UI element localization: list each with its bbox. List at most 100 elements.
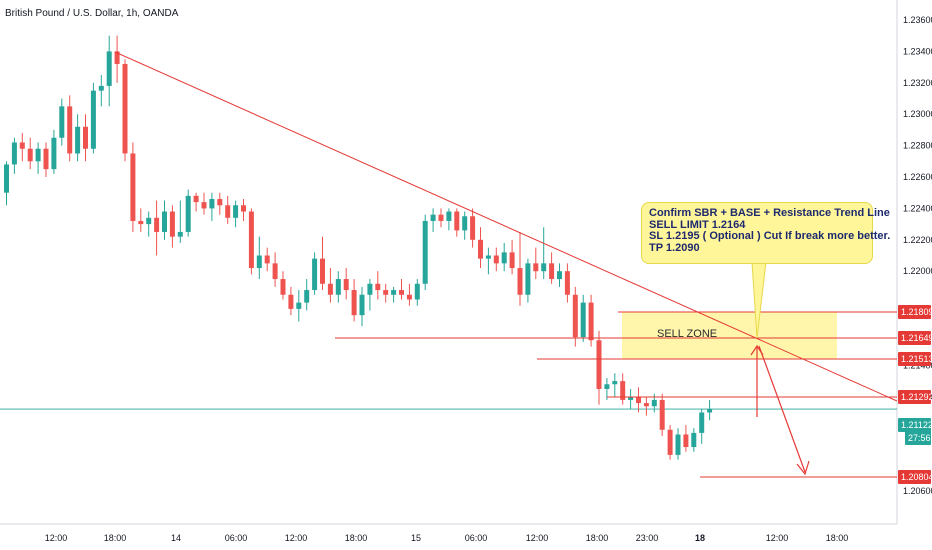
candle-body — [122, 63, 128, 154]
note-line-4: TP 1.2090 — [649, 241, 700, 254]
candle-body — [280, 279, 286, 295]
candle — [501, 242, 507, 272]
candle — [533, 247, 539, 280]
candle — [304, 279, 310, 311]
x-tick-label: 18:00 — [826, 533, 849, 543]
candle-body — [185, 195, 191, 232]
candle — [675, 428, 681, 460]
candle — [19, 133, 25, 162]
candle-body — [438, 214, 444, 221]
candle — [225, 195, 231, 225]
y-tick-label: 1.23000 — [903, 109, 932, 119]
candle — [509, 239, 515, 275]
candle — [470, 208, 476, 248]
candle — [75, 114, 81, 162]
candle — [35, 142, 41, 174]
candle-body — [351, 290, 357, 316]
candle-body — [430, 214, 436, 221]
candle-body — [233, 205, 239, 218]
svg-text:1.21292: 1.21292 — [901, 392, 932, 402]
x-tick-label: 12:00 — [526, 533, 549, 543]
x-tick-label: 23:00 — [636, 533, 659, 543]
candle — [217, 192, 223, 215]
candle — [643, 396, 649, 416]
candle-body — [493, 255, 499, 264]
candle-body — [651, 399, 657, 407]
candle — [138, 208, 144, 232]
candle-body — [114, 51, 120, 64]
candle — [67, 95, 73, 162]
candle — [691, 428, 697, 452]
candle — [169, 205, 175, 248]
candle — [422, 214, 428, 291]
candle-body — [478, 239, 483, 259]
candle — [383, 283, 389, 303]
candle-body — [248, 211, 254, 269]
candle-body — [414, 283, 420, 300]
price-tag: 1.21809 — [898, 305, 932, 319]
candle — [367, 279, 373, 311]
candle — [209, 192, 215, 221]
x-tick-label: 18:00 — [586, 533, 609, 543]
candle — [114, 35, 120, 83]
svg-text:1.21809: 1.21809 — [901, 307, 932, 317]
candle — [699, 409, 705, 444]
candle-body — [4, 164, 9, 193]
candle-body — [296, 302, 302, 309]
candle-body — [162, 211, 167, 232]
candle-body — [580, 302, 586, 338]
candle-body — [659, 399, 665, 430]
candle — [549, 252, 555, 284]
candle — [596, 330, 602, 405]
candle — [478, 227, 483, 269]
candle-body — [501, 252, 507, 264]
x-tick-label: 12:00 — [285, 533, 308, 543]
candle-body — [201, 202, 207, 209]
x-tick-label: 18:00 — [345, 533, 368, 543]
sell-zone-label: SELL ZONE — [657, 328, 717, 340]
candle-body — [707, 409, 713, 413]
candle-body — [256, 255, 262, 269]
candle-body — [683, 434, 689, 448]
trade-note-callout[interactable]: Confirm SBR + BASE + Resistance Trend Li… — [641, 202, 890, 264]
candle-body — [35, 148, 41, 162]
candle — [493, 247, 499, 272]
candle-body — [588, 302, 594, 341]
chart-title: British Pound / U.S. Dollar, 1h, OANDA — [5, 8, 179, 19]
candle-body — [312, 258, 318, 291]
candle — [438, 208, 444, 228]
candle-body — [320, 258, 325, 284]
candle — [296, 290, 302, 322]
candle — [588, 294, 594, 347]
x-tick-labels: 12:00 18:00 14 06:00 12:00 18:00 15 06:00 12:00 1… — [45, 533, 849, 543]
sell-zone-box[interactable] — [622, 312, 837, 359]
candle — [312, 252, 318, 295]
candle-body — [327, 283, 333, 295]
candle — [162, 200, 167, 240]
candle — [399, 279, 404, 300]
candle — [233, 200, 239, 228]
candle-body — [399, 290, 404, 295]
candle — [264, 247, 270, 272]
candle-body — [643, 403, 649, 407]
svg-text:1.21649: 1.21649 — [901, 333, 932, 343]
svg-text:27:56: 27:56 — [908, 433, 931, 443]
candle-body — [106, 51, 112, 86]
y-tick-label: 1.22600 — [903, 172, 932, 182]
resistance-trend-line[interactable] — [114, 51, 898, 402]
candle-body — [67, 106, 73, 154]
candle — [375, 271, 381, 300]
candle-body — [146, 217, 152, 225]
price-tag: 1.20804 — [898, 470, 932, 484]
candle-body — [90, 90, 96, 149]
candle — [146, 211, 152, 237]
y-tick-label: 1.23200 — [903, 78, 932, 88]
candle-body — [11, 142, 17, 165]
candle — [351, 279, 357, 322]
candle — [154, 200, 160, 256]
candle-body — [98, 85, 104, 91]
x-tick-label: 06:00 — [225, 533, 248, 543]
candle-body — [225, 205, 231, 218]
candle — [391, 286, 397, 303]
